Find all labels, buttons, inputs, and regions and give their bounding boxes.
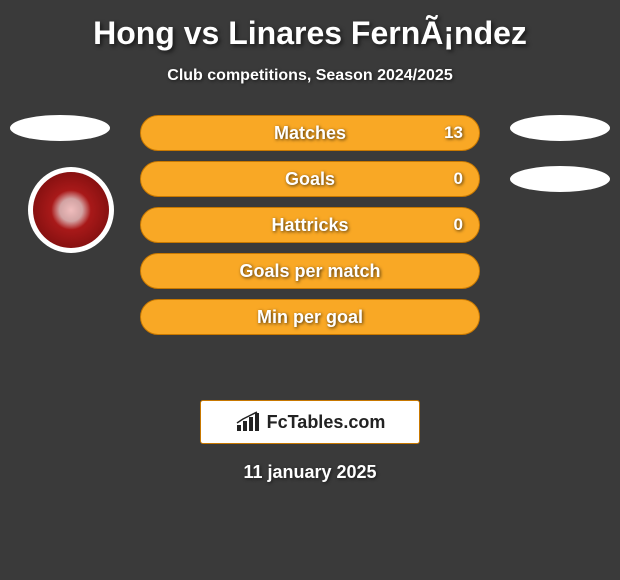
player-right-placeholder: [510, 115, 610, 141]
stat-row-matches: Matches 13: [140, 115, 480, 151]
stat-value: 0: [454, 169, 463, 189]
stat-row-hattricks: Hattricks 0: [140, 207, 480, 243]
stat-label: Min per goal: [257, 307, 363, 328]
footer-brand-box[interactable]: FcTables.com: [200, 400, 420, 444]
footer-logo: FcTables.com: [235, 411, 386, 433]
player-left-placeholder: [10, 115, 110, 141]
chart-icon: [235, 411, 261, 433]
stat-label: Hattricks: [271, 215, 348, 236]
left-avatar-column: [10, 115, 110, 166]
stat-label: Goals: [285, 169, 335, 190]
page-title: Hong vs Linares FernÃ¡ndez: [93, 15, 527, 52]
footer-brand-text: FcTables.com: [267, 412, 386, 433]
date-label: 11 january 2025: [243, 462, 376, 483]
stat-label: Matches: [274, 123, 346, 144]
right-avatar-column: [510, 115, 610, 217]
stats-column: Matches 13 Goals 0 Hattricks 0 Goals per…: [140, 115, 480, 345]
stat-row-goals: Goals 0: [140, 161, 480, 197]
club-badge-inner: [33, 172, 109, 248]
main-area: Matches 13 Goals 0 Hattricks 0 Goals per…: [0, 115, 620, 395]
stat-value: 0: [454, 215, 463, 235]
stat-label: Goals per match: [239, 261, 380, 282]
club-right-placeholder: [510, 166, 610, 192]
club-badge-detail: [51, 190, 91, 230]
stat-row-min-per-goal: Min per goal: [140, 299, 480, 335]
stat-row-goals-per-match: Goals per match: [140, 253, 480, 289]
subtitle: Club competitions, Season 2024/2025: [167, 67, 452, 85]
club-badge-left: [28, 167, 114, 253]
stat-value: 13: [444, 123, 463, 143]
